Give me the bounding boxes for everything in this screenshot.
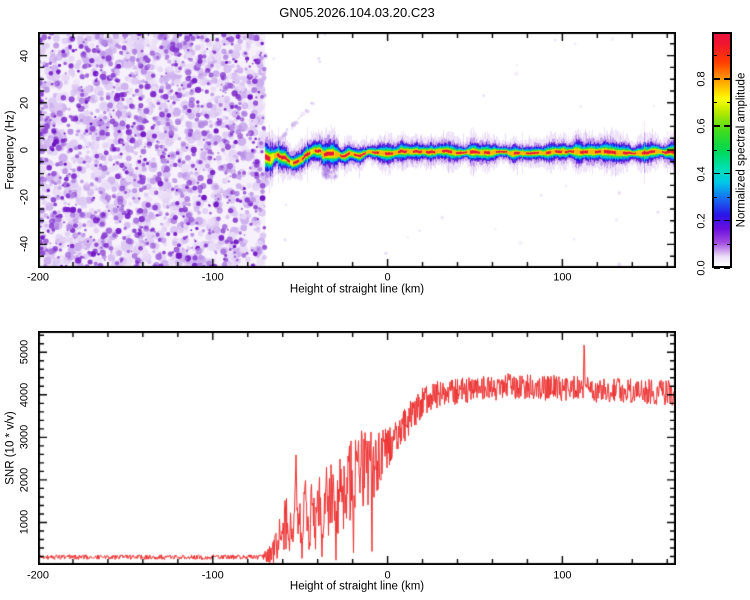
colorbar-tick (724, 267, 730, 269)
colorbar-tick (714, 78, 720, 80)
colorbar-minor-tick (727, 149, 730, 151)
colorbar-tick (714, 172, 720, 175)
colorbar-tick (724, 125, 730, 127)
snr-x-axis-title: Height of straight line (km) (289, 580, 425, 593)
colorbar (712, 32, 732, 268)
snr-x-tick-label: 100 (553, 569, 572, 582)
colorbar-tick (714, 219, 720, 222)
colorbar-tick (724, 78, 730, 80)
spectrogram-y-tick-label: 20 (18, 96, 31, 109)
snr-y-tick-label: 4000 (18, 382, 31, 408)
colorbar-tick-label: 0.8 (695, 71, 708, 87)
spectrogram-x-tick-label: -200 (26, 271, 50, 284)
spectrogram-canvas (38, 32, 676, 268)
snr-y-tick-label: 5000 (18, 340, 31, 365)
colorbar-minor-tick (714, 102, 717, 104)
colorbar-tick (714, 267, 720, 269)
colorbar-minor-tick (714, 149, 717, 151)
spectrogram-x-tick-label: 0 (384, 271, 391, 284)
spectrogram-y-tick-label: 40 (18, 49, 31, 62)
snr-y-tick-label: 1000 (18, 510, 31, 535)
colorbar-minor-tick (714, 243, 717, 246)
colorbar-minor-tick (727, 196, 730, 198)
colorbar-minor-tick (727, 102, 730, 104)
colorbar-tick-label: 0.2 (695, 213, 708, 229)
colorbar-tick-label: 0.6 (695, 118, 708, 135)
spectrogram-y-tick-label: -20 (18, 189, 31, 206)
colorbar-tick-label: 0.4 (695, 165, 708, 182)
colorbar-tick (724, 172, 730, 175)
colorbar-label: Normalized spectral amplitude (735, 72, 748, 228)
spectrogram-x-axis-title: Height of straight line (km) (289, 283, 425, 296)
colorbar-minor-tick (727, 243, 730, 246)
spectrogram-y-axis-title: Frequency (Hz) (4, 110, 17, 190)
snr-y-tick-label: 2000 (18, 467, 31, 493)
snr-y-axis-title: SNR (10 * v/v) (4, 411, 17, 485)
colorbar-tick (724, 219, 730, 222)
colorbar-tick (714, 125, 720, 127)
colorbar-minor-tick (727, 55, 730, 57)
colorbar-minor-tick (714, 55, 717, 57)
spectrogram-y-tick-label: 0 (18, 146, 31, 154)
figure-title: GN05.2026.104.03.20.C23 (279, 5, 435, 20)
spectrogram-x-tick-label: -100 (201, 271, 224, 284)
colorbar-tick-label: 0.0 (695, 260, 708, 276)
spectrogram-x-tick-label: 100 (553, 271, 572, 284)
snr-x-tick-label: -100 (201, 569, 224, 582)
snr-x-tick-label: 0 (384, 569, 391, 582)
colorbar-minor-tick (714, 196, 717, 198)
spectrogram-y-tick-label: -40 (18, 236, 31, 253)
snr-y-tick-label: 3000 (18, 425, 31, 450)
snr-canvas (38, 331, 676, 565)
snr-x-tick-label: -200 (26, 569, 50, 582)
